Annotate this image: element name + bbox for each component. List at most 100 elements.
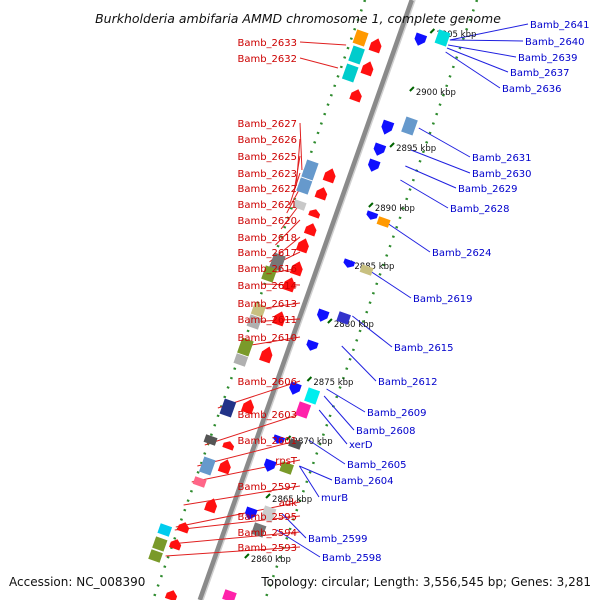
gene-feature — [219, 398, 237, 418]
label-connector-right — [352, 315, 393, 348]
forward-gene-arrow — [222, 441, 235, 451]
forward-gene-arrow — [289, 261, 303, 277]
gene-label-left: Bamb_2594 — [237, 528, 297, 539]
gene-feature — [348, 45, 365, 65]
label-connector-right — [368, 269, 412, 299]
gene-feature — [157, 523, 173, 537]
label-connector-left — [293, 155, 301, 194]
gene-label-left: Bamb_2633 — [237, 38, 297, 49]
label-connector-right — [308, 439, 346, 465]
map-title: Burkholderia ambifaria AMMD chromosome 1… — [95, 11, 501, 26]
gene-label-left: rpsT — [275, 456, 298, 467]
label-connector-right — [445, 51, 501, 89]
label-connector-right — [299, 465, 333, 481]
gene-label-left: Bamb_2632 — [237, 54, 297, 65]
forward-gene-arrow — [241, 399, 254, 415]
accession-text: Accession: NC_008390 — [9, 575, 145, 589]
forward-gene-arrow — [169, 539, 182, 551]
label-connector-left — [204, 413, 301, 446]
gene-feature — [336, 311, 351, 325]
reverse-gene-arrow — [368, 158, 381, 172]
gene-label-right: Bamb_2639 — [518, 53, 578, 64]
gene-label-right: Bamb_2598 — [322, 553, 382, 564]
gene-label-left: Bamb_2606 — [237, 377, 297, 388]
scale-tick — [368, 202, 374, 208]
chromosome-backbone-highlight — [202, 0, 416, 601]
gene-feature — [260, 505, 277, 523]
gene-label-right: murB — [321, 493, 348, 504]
forward-gene-arrow — [259, 346, 273, 364]
reverse-gene-arrow — [317, 308, 330, 322]
forward-gene-arrow — [322, 168, 336, 184]
gene-feature — [352, 29, 369, 47]
label-connector-right — [446, 47, 509, 73]
gene-label-right: xerD — [349, 440, 373, 451]
label-connector-left — [169, 531, 301, 545]
topology-summary-text: Topology: circular; Length: 3,556,545 bp… — [260, 575, 591, 589]
label-connector-right — [282, 513, 307, 539]
gene-feature — [359, 264, 374, 276]
reverse-gene-arrow — [245, 506, 258, 520]
gene-label-left: Bamb_2623 — [237, 169, 297, 180]
gene-feature — [279, 461, 294, 475]
gene-label-left: Bamb_2593 — [237, 543, 297, 554]
label-connector-right — [448, 44, 517, 58]
label-connector-left — [289, 172, 301, 206]
gene-label-left: Bamb_2616 — [237, 264, 297, 275]
gene-feature — [288, 438, 303, 450]
scale-label: 2905 kbp — [436, 30, 476, 40]
gene-label-left: Bamb_2618 — [237, 233, 297, 244]
label-connector-right — [410, 149, 471, 174]
label-connector-left — [174, 515, 301, 531]
gene-feature — [233, 353, 249, 367]
forward-gene-arrow — [295, 238, 309, 254]
scale-label: 2900 kbp — [416, 88, 456, 98]
chromosome-backbone — [197, 0, 415, 601]
gene-feature — [246, 314, 262, 330]
label-connector-right — [400, 179, 449, 209]
gene-label-right: Bamb_2605 — [347, 460, 407, 471]
forward-gene-arrow — [360, 61, 374, 77]
label-connector-right — [449, 39, 524, 42]
gene-label-left: Bamb_2613 — [237, 299, 297, 310]
label-connector-right — [318, 409, 348, 445]
gene-label-left: Bamb_2625 — [237, 152, 297, 163]
scale-tick — [389, 142, 395, 148]
label-connector-right — [323, 395, 355, 431]
gene-label-right: Bamb_2604 — [334, 476, 394, 487]
scale-tick — [244, 553, 250, 559]
label-connector-right — [385, 221, 431, 253]
label-connector-left — [295, 138, 301, 187]
gene-label-right: Bamb_2631 — [472, 153, 532, 164]
scale-label: 2885 kbp — [354, 262, 394, 272]
gene-label-left: Bamb_2614 — [237, 281, 297, 292]
label-connector-right — [405, 165, 457, 189]
scale-tick — [306, 376, 313, 382]
reverse-gene-arrow — [289, 381, 302, 395]
gene-feature — [434, 29, 451, 47]
gene-label-right: Bamb_2628 — [450, 204, 510, 215]
scale-label: 2865 kbp — [272, 495, 312, 505]
label-connector-right — [298, 465, 320, 498]
gene-label-left: Bamb_2626 — [237, 135, 297, 146]
gene-feature — [251, 522, 267, 538]
forward-gene-arrow — [177, 522, 190, 534]
label-connector-right — [341, 345, 377, 382]
gene-label-right: Bamb_2608 — [356, 426, 416, 437]
gene-feature — [152, 536, 168, 552]
gene-label-left: adk — [279, 498, 297, 509]
scale-tick — [409, 86, 415, 92]
forward-gene-arrow — [308, 209, 321, 219]
reverse-gene-arrow — [273, 434, 286, 444]
gene-feature — [296, 177, 313, 195]
gene-feature — [292, 199, 307, 211]
gene-label-left: Bamb_2611 — [237, 315, 297, 326]
scale-label: 2880 kbp — [334, 320, 374, 330]
gene-label-right: Bamb_2609 — [367, 408, 427, 419]
label-connector-left — [183, 485, 301, 506]
reverse-gene-arrow — [264, 458, 277, 472]
label-connector-left — [299, 41, 347, 46]
scale-tick — [429, 28, 436, 34]
